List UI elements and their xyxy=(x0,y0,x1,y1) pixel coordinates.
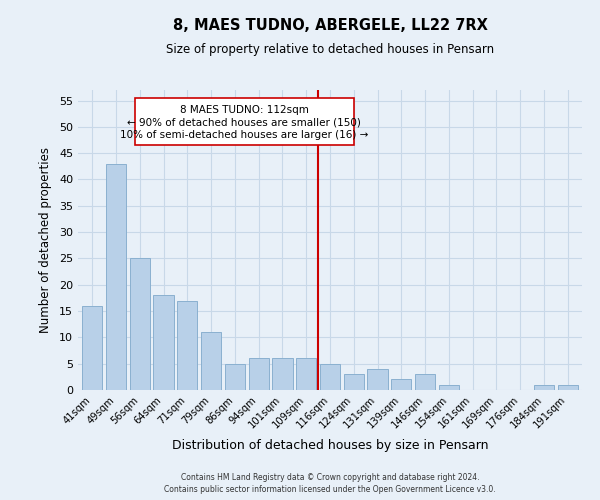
Bar xyxy=(557,384,578,390)
Bar xyxy=(391,380,412,390)
Text: 10% of semi-detached houses are larger (16) →: 10% of semi-detached houses are larger (… xyxy=(120,130,368,140)
Bar xyxy=(320,364,340,390)
Bar xyxy=(106,164,126,390)
Bar xyxy=(344,374,364,390)
Text: Contains public sector information licensed under the Open Government Licence v3: Contains public sector information licen… xyxy=(164,485,496,494)
Bar xyxy=(296,358,316,390)
Bar xyxy=(415,374,435,390)
Bar xyxy=(177,300,197,390)
X-axis label: Distribution of detached houses by size in Pensarn: Distribution of detached houses by size … xyxy=(172,439,488,452)
Bar xyxy=(201,332,221,390)
Bar xyxy=(248,358,269,390)
Text: 8 MAES TUDNO: 112sqm: 8 MAES TUDNO: 112sqm xyxy=(180,104,309,115)
Bar xyxy=(367,369,388,390)
FancyBboxPatch shape xyxy=(135,98,354,146)
Bar xyxy=(225,364,245,390)
Text: Contains HM Land Registry data © Crown copyright and database right 2024.: Contains HM Land Registry data © Crown c… xyxy=(181,472,479,482)
Bar xyxy=(272,358,293,390)
Y-axis label: Number of detached properties: Number of detached properties xyxy=(39,147,52,333)
Text: ← 90% of detached houses are smaller (150): ← 90% of detached houses are smaller (15… xyxy=(127,118,361,128)
Bar xyxy=(130,258,150,390)
Bar xyxy=(154,296,173,390)
Bar xyxy=(439,384,459,390)
Bar xyxy=(534,384,554,390)
Bar xyxy=(82,306,103,390)
Text: 8, MAES TUDNO, ABERGELE, LL22 7RX: 8, MAES TUDNO, ABERGELE, LL22 7RX xyxy=(173,18,487,32)
Text: Size of property relative to detached houses in Pensarn: Size of property relative to detached ho… xyxy=(166,42,494,56)
